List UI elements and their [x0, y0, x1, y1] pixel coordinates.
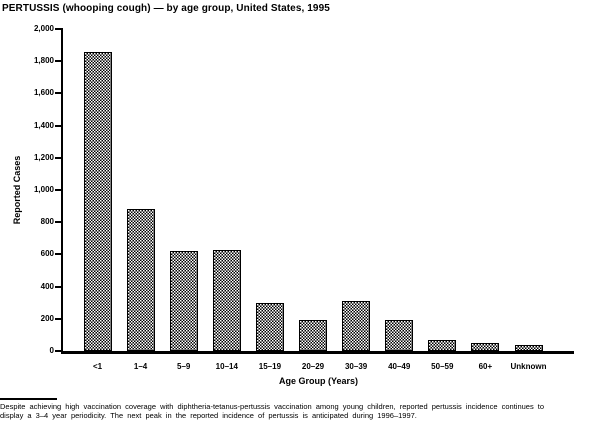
y-tick-label: 1,400	[33, 120, 54, 130]
y-tick	[55, 253, 61, 256]
footnote: Despite achieving high vaccination cover…	[0, 402, 600, 420]
y-axis-line	[61, 28, 63, 354]
x-tick-label: 30–39	[344, 362, 368, 371]
y-tick-label: 800	[40, 217, 54, 227]
y-tick-label: 0	[49, 346, 54, 355]
footnote-line-2: display a 3–4 year periodicity. The next…	[0, 411, 417, 420]
bar-30–39	[342, 301, 371, 351]
x-tick-label: 10–14	[215, 362, 238, 371]
bar-5–9	[169, 251, 198, 351]
x-tick-label: 1–4	[133, 362, 148, 371]
bar-<1	[83, 52, 112, 351]
x-axis-title: Age Group (Years)	[278, 376, 359, 386]
x-tick-label: 15–19	[258, 362, 282, 371]
bar-10–14	[212, 250, 241, 351]
y-tick-label: 2,000	[33, 24, 54, 33]
y-tick	[55, 221, 61, 224]
y-tick-label: 1,200	[33, 152, 54, 162]
bar-20–29	[299, 320, 327, 351]
y-tick	[55, 189, 61, 191]
x-tick-label: 60+	[478, 362, 493, 371]
y-tick	[55, 60, 61, 63]
x-axis-line	[61, 351, 574, 354]
y-tick-label: 400	[40, 281, 54, 291]
x-tick-label: 20–29	[301, 362, 325, 371]
footnote-line-1: Despite achieving high vaccination cover…	[0, 402, 545, 411]
x-tick-label: Unknown	[510, 362, 547, 371]
x-tick-label: 50–59	[431, 362, 454, 371]
chart-title: PERTUSSIS (whooping cough) — by age grou…	[2, 3, 330, 14]
y-tick	[55, 28, 61, 30]
y-tick	[55, 317, 61, 320]
y-tick-label: 1,000	[33, 185, 54, 194]
y-tick-label: 1,800	[33, 56, 54, 66]
x-tick-label: 40–49	[388, 362, 411, 371]
bar-Unknown	[514, 345, 543, 351]
bar-60+	[471, 343, 500, 351]
bar-40–49	[385, 320, 414, 351]
y-tick-label: 200	[40, 313, 54, 323]
y-tick-label: 600	[40, 249, 54, 259]
bar-15–19	[255, 303, 284, 351]
y-tick-label: 1,600	[33, 88, 54, 98]
x-tick-label: 5–9	[177, 362, 191, 371]
y-tick	[55, 124, 61, 127]
y-tick	[55, 92, 61, 95]
y-tick	[55, 156, 61, 159]
y-tick	[55, 285, 61, 288]
x-tick-label: <1	[92, 362, 103, 371]
y-tick	[55, 350, 61, 352]
bar-1–4	[126, 209, 155, 351]
bar-50–59	[428, 340, 457, 351]
footnote-rule	[0, 398, 57, 400]
